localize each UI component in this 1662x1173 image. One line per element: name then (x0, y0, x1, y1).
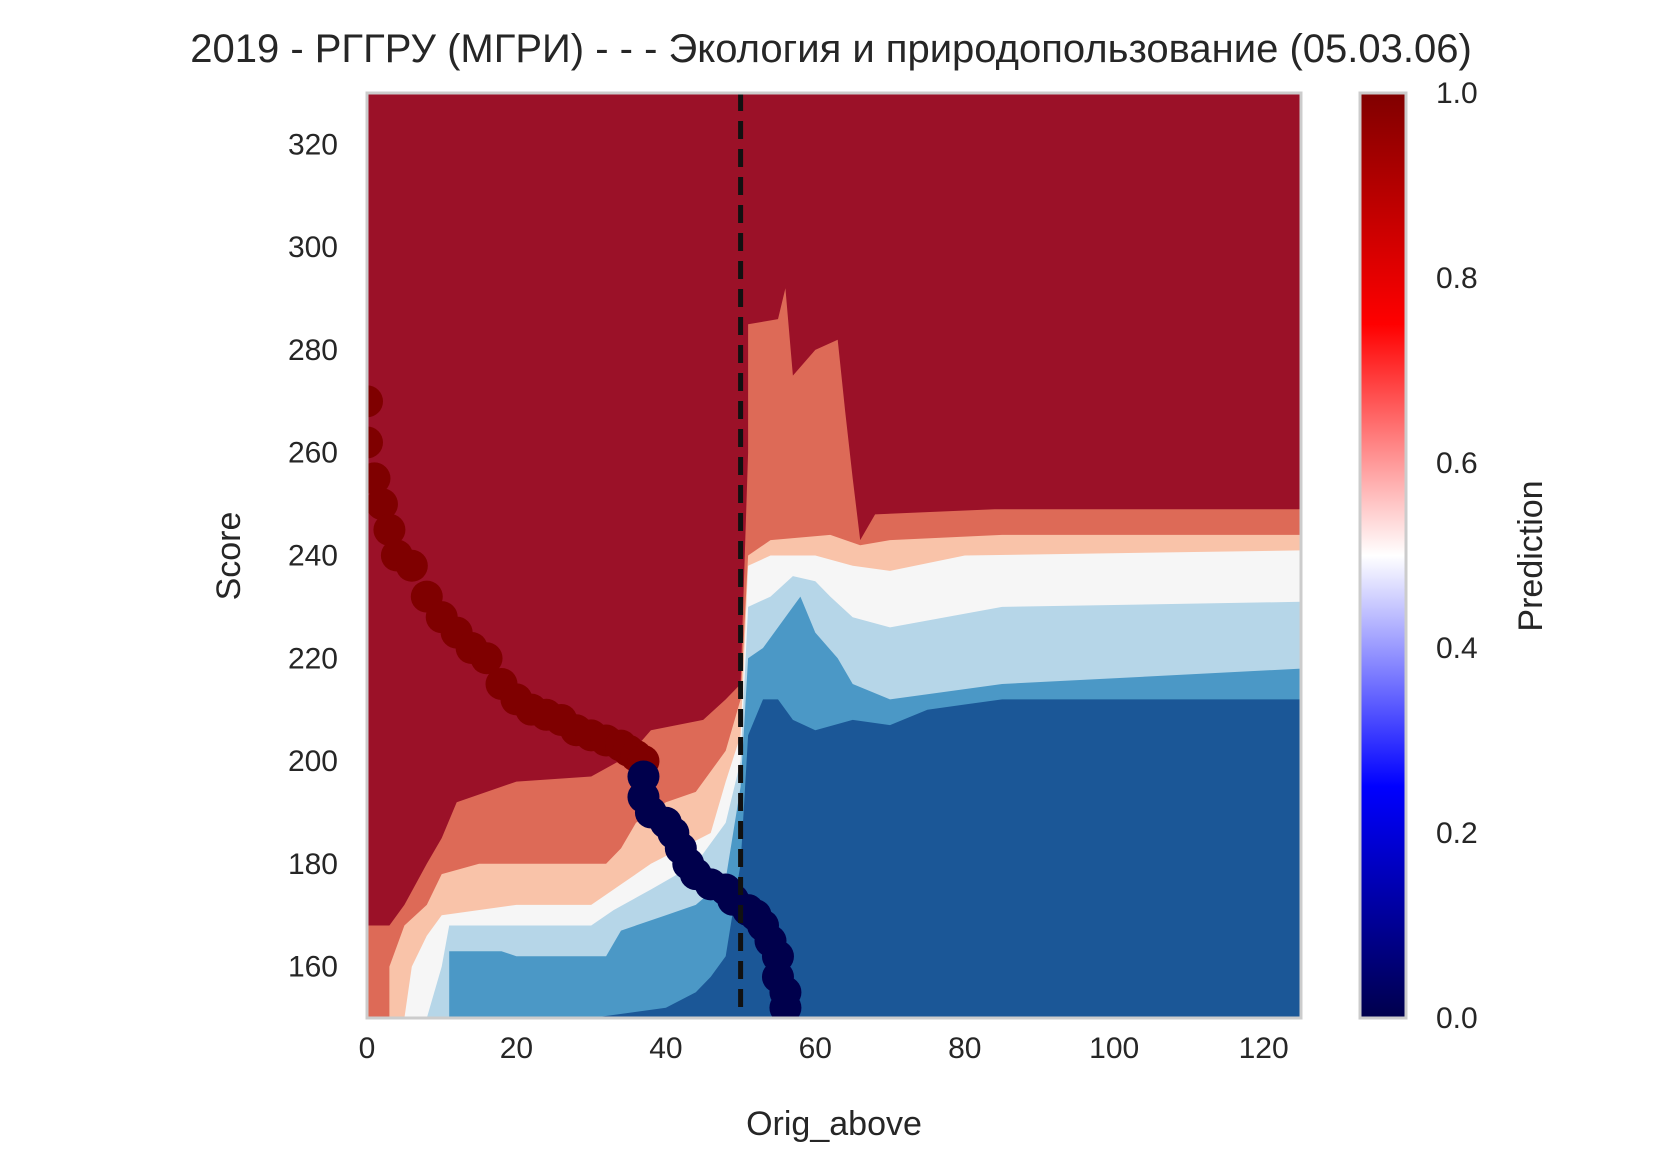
y-tick-label: 160 (288, 951, 338, 984)
y-tick-label: 280 (288, 334, 338, 367)
y-tick-label: 180 (288, 848, 338, 881)
admitted-point (367, 488, 398, 521)
rejected-point-series (627, 760, 802, 1018)
admitted-point (395, 549, 428, 582)
colorbar-tick-label: 1.0 (1436, 77, 1478, 110)
x-tick-label: 120 (1239, 1032, 1289, 1065)
colorbar-ticks: 0.0 0.2 0.4 0.6 0.8 1.0 (1436, 77, 1478, 1035)
x-tick-label: 20 (500, 1032, 533, 1065)
y-axis-label: Score (210, 512, 248, 601)
contour-regions (367, 93, 1301, 1018)
admitted-point (367, 426, 383, 459)
x-tick-label: 60 (799, 1032, 832, 1065)
colorbar-gradient (1358, 91, 1408, 1020)
x-tick-label: 0 (359, 1032, 376, 1065)
admitted-point-series (367, 385, 660, 778)
y-axis-ticks: 160 180 200 220 240 260 280 300 320 (288, 128, 338, 983)
rejected-point (769, 991, 802, 1018)
x-tick-label: 100 (1089, 1032, 1139, 1065)
y-tick-label: 260 (288, 437, 338, 470)
colorbar: 0.0 0.2 0.4 0.6 0.8 1.0 Prediction (1358, 77, 1550, 1035)
colorbar-tick-label: 0.8 (1436, 262, 1478, 295)
plot-frame (365, 91, 1303, 1020)
x-axis-ticks: 0 20 40 60 80 100 120 (359, 1032, 1289, 1065)
y-tick-label: 220 (288, 642, 338, 675)
x-tick-label: 40 (649, 1032, 682, 1065)
colorbar-tick-label: 0.4 (1436, 632, 1478, 665)
admitted-point (367, 462, 391, 495)
y-tick-label: 240 (288, 540, 338, 573)
admitted-point (373, 513, 406, 546)
y-tick-label: 200 (288, 745, 338, 778)
colorbar-tick-label: 0.0 (1436, 1002, 1478, 1035)
colorbar-tick-label: 0.6 (1436, 447, 1478, 480)
admitted-point (470, 642, 503, 675)
admitted-point (367, 385, 383, 418)
colorbar-label: Prediction (1512, 480, 1550, 631)
chart-title: 2019 - РГГРУ (МГРИ) - - - Экология и при… (190, 27, 1472, 71)
y-tick-label: 300 (288, 231, 338, 264)
plot-area (367, 93, 1301, 1018)
y-tick-label: 320 (288, 128, 338, 161)
colorbar-tick-label: 0.2 (1436, 817, 1478, 850)
x-axis-label: Orig_above (746, 1105, 922, 1143)
x-tick-label: 80 (948, 1032, 981, 1065)
